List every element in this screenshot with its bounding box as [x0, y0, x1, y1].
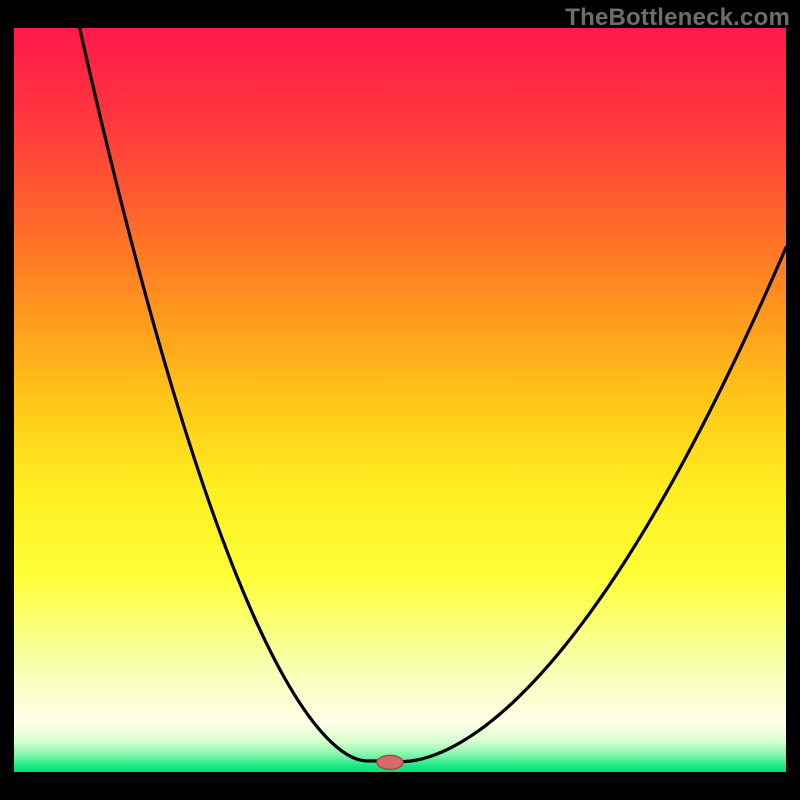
- optimum-marker: [377, 755, 403, 769]
- chart-canvas: TheBottleneck.com: [0, 0, 800, 800]
- chart-svg: [0, 0, 800, 800]
- gradient-background: [14, 28, 786, 772]
- watermark-text: TheBottleneck.com: [565, 4, 790, 32]
